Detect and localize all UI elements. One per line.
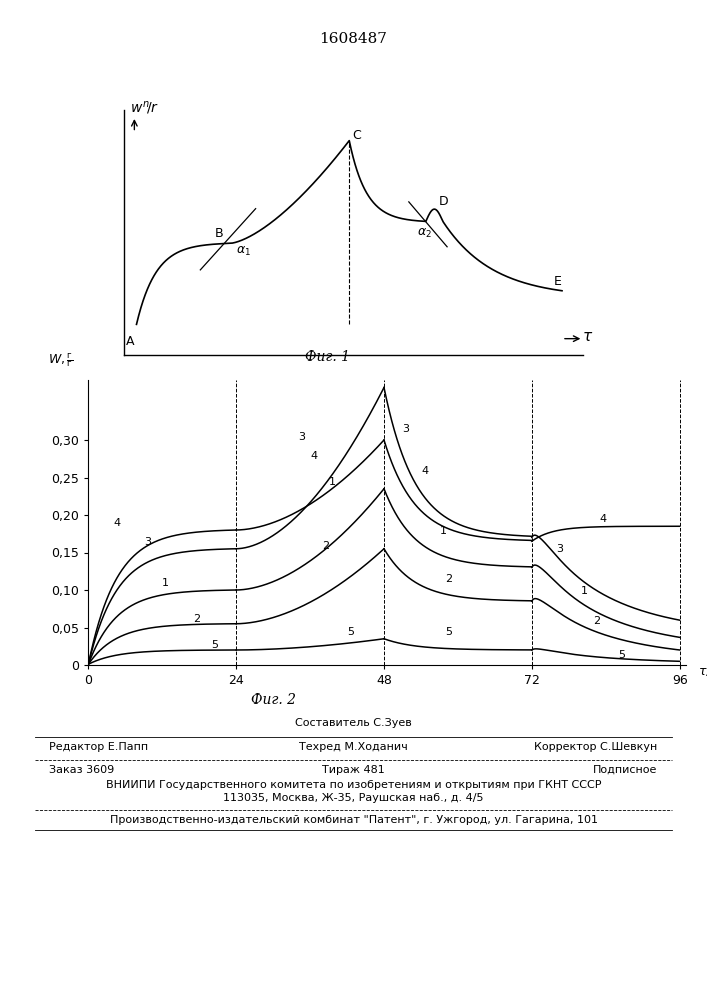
Text: 2: 2 [445, 574, 452, 584]
Text: 3: 3 [298, 432, 305, 442]
Text: Фиг. 1: Фиг. 1 [305, 350, 351, 364]
Text: 4: 4 [600, 514, 607, 524]
Text: B: B [215, 227, 223, 240]
Text: 3: 3 [556, 544, 563, 554]
Text: 3: 3 [144, 537, 151, 547]
Text: 1: 1 [440, 526, 446, 536]
Text: 2: 2 [593, 616, 600, 626]
Text: 4: 4 [310, 451, 317, 461]
Text: 5: 5 [211, 641, 218, 650]
Text: 3: 3 [402, 424, 409, 434]
Text: Фиг. 2: Фиг. 2 [251, 693, 296, 707]
Text: $\alpha_2$: $\alpha_2$ [417, 227, 432, 240]
Text: Корректор С.Шевкун: Корректор С.Шевкун [534, 742, 658, 752]
Text: Подписное: Подписное [593, 765, 658, 775]
Text: 4: 4 [113, 518, 120, 528]
Text: 4: 4 [421, 466, 428, 476]
Text: 1: 1 [163, 578, 169, 588]
Text: 1: 1 [329, 477, 336, 487]
Text: 2: 2 [322, 541, 329, 551]
Text: D: D [438, 195, 448, 208]
Text: 2: 2 [193, 613, 200, 624]
Text: Составитель С.Зуев: Составитель С.Зуев [295, 718, 412, 728]
Text: 1: 1 [581, 586, 588, 596]
Text: $\tau$, ч: $\tau$, ч [698, 665, 707, 678]
Text: Производственно-издательский комбинат "Патент", г. Ужгород, ул. Гагарина, 101: Производственно-издательский комбинат "П… [110, 815, 597, 825]
Text: 5: 5 [347, 627, 354, 637]
Text: 5: 5 [445, 627, 452, 637]
Text: 113035, Москва, Ж-35, Раушская наб., д. 4/5: 113035, Москва, Ж-35, Раушская наб., д. … [223, 793, 484, 803]
Text: $W,\frac{\text{г}}{\text{г}}$: $W,\frac{\text{г}}{\text{г}}$ [48, 351, 74, 369]
Text: Редактор Е.Папп: Редактор Е.Папп [49, 742, 148, 752]
Text: ВНИИПИ Государственного комитета по изобретениям и открытиям при ГКНТ СССР: ВНИИПИ Государственного комитета по изоб… [106, 780, 601, 790]
Text: E: E [554, 275, 561, 288]
Text: 1608487: 1608487 [320, 32, 387, 46]
Text: $\alpha_1$: $\alpha_1$ [236, 245, 252, 258]
Text: $w^n\!/r$: $w^n\!/r$ [130, 99, 160, 116]
Text: A: A [126, 335, 134, 348]
Text: Тираж 481: Тираж 481 [322, 765, 385, 775]
Text: 5: 5 [618, 650, 625, 660]
Text: Техред М.Ходанич: Техред М.Ходанич [299, 742, 408, 752]
Text: C: C [353, 129, 361, 142]
Text: $\tau$: $\tau$ [582, 329, 593, 344]
Text: Заказ 3609: Заказ 3609 [49, 765, 115, 775]
